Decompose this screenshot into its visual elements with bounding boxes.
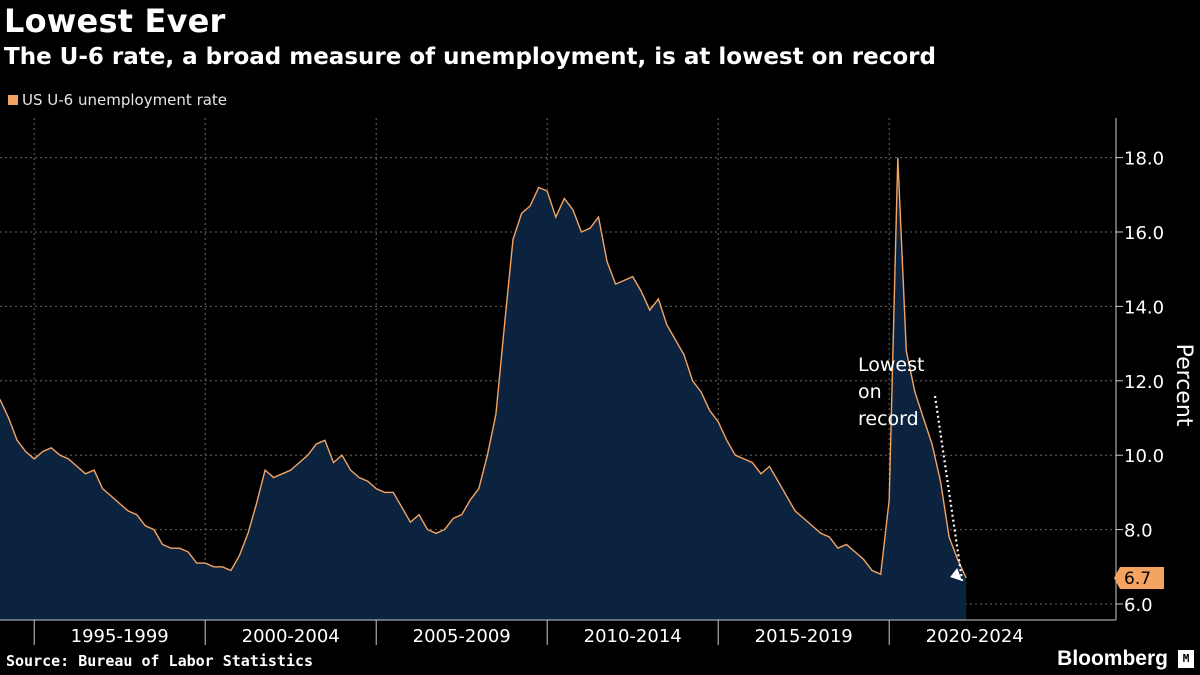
annotation-arrowhead-icon [950,567,963,581]
annotation-layer: 6.7 Lowest on record [858,354,1164,589]
y-tick-label: 8.0 [1124,521,1153,542]
y-tick-label: 18.0 [1124,149,1164,170]
last-value-tag [1114,566,1164,589]
series-line [0,157,967,579]
annotation-text: on [858,381,882,403]
x-category-label: 2010-2014 [584,626,682,647]
x-category-label: 1995-1999 [71,626,169,647]
area-layer [0,157,967,620]
x-category-label: 2015-2019 [755,626,853,647]
annotation-text: Lowest [858,354,924,376]
brand-logo: Bloomberg [1057,647,1168,670]
annotation-arrow-line [933,395,964,582]
y-tick-label: 12.0 [1124,372,1164,393]
legend: US U-6 unemployment rate [8,91,227,109]
chart-subtitle: The U-6 rate, a broad measure of unemplo… [4,44,936,70]
chart-title: Lowest Ever [4,2,226,40]
series-area [0,157,967,620]
y-tick-label: 16.0 [1124,223,1164,244]
legend-swatch [8,95,18,105]
source-note: Source: Bureau of Labor Statistics [6,652,314,670]
x-category-label: 2000-2004 [242,626,340,647]
legend-label: US U-6 unemployment rate [22,91,228,109]
y-tick-label: 14.0 [1124,297,1164,318]
annotation-text: record [858,408,919,430]
y-tick-label: 10.0 [1124,446,1164,467]
y-axis-title: Percent [1171,344,1196,427]
axis-layer: 6.0 8.0 10.0 12.0 14.0 16.0 18.0 1995-1999 2000-… [0,118,1196,647]
brand-mark-icon: M [1178,650,1194,668]
y-tick-label: 6.0 [1124,595,1153,616]
last-value-label: 6.7 [1124,569,1151,589]
x-category-label: 2020-2024 [926,626,1024,647]
x-category-label: 2005-2009 [413,626,511,647]
